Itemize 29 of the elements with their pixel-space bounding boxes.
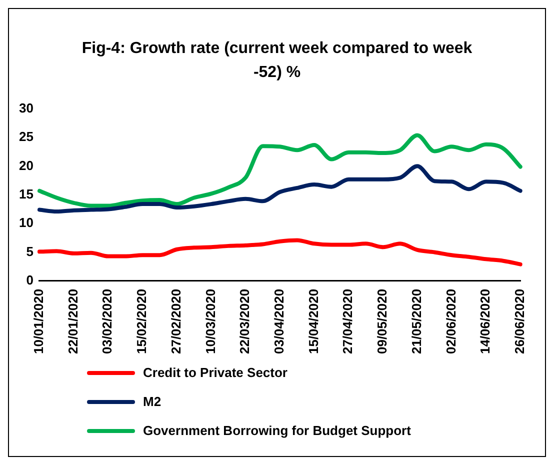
y-tick-label: 10 <box>18 215 34 230</box>
x-tick-label: 21/05/2020 <box>408 288 424 354</box>
x-tick-label: 27/02/2020 <box>168 288 184 354</box>
line-series <box>37 238 522 266</box>
x-tick-label: 03/02/2020 <box>100 288 115 354</box>
x-tick-label: 15/02/2020 <box>134 288 150 354</box>
y-tick-label: 5 <box>26 244 34 259</box>
x-tick-label: 09/05/2020 <box>374 288 390 354</box>
line-series <box>37 164 522 214</box>
x-tick-label: 15/04/2020 <box>306 288 321 354</box>
x-tick-label: 22/03/2020 <box>237 288 252 354</box>
x-tick-label: 22/01/2020 <box>65 288 80 354</box>
x-tick-label: 10/03/2020 <box>202 288 218 354</box>
x-tick-label: 03/04/2020 <box>272 288 287 354</box>
legend-label: Government Borrowing for Budget Support <box>143 423 411 438</box>
y-tick-label: 15 <box>18 186 34 202</box>
x-tick-label: 27/04/2020 <box>340 288 356 354</box>
y-tick-label: 20 <box>18 158 34 173</box>
line-series <box>37 133 522 208</box>
x-tick-label: 10/01/2020 <box>31 288 46 354</box>
legend-label: Credit to Private Sector <box>143 365 288 380</box>
y-tick-label: 25 <box>18 129 34 144</box>
x-tick-label: 14/06/2020 <box>478 288 493 354</box>
y-tick-label: 0 <box>26 272 34 288</box>
y-tick-label: 30 <box>18 100 34 116</box>
chart-title: Fig-4: Growth rate (current week compared to week -52) % <box>80 39 474 83</box>
x-tick-label: 02/06/2020 <box>443 288 458 354</box>
x-tick-label: 26/06/2020 <box>512 288 527 354</box>
legend-label: M2 <box>143 394 162 409</box>
